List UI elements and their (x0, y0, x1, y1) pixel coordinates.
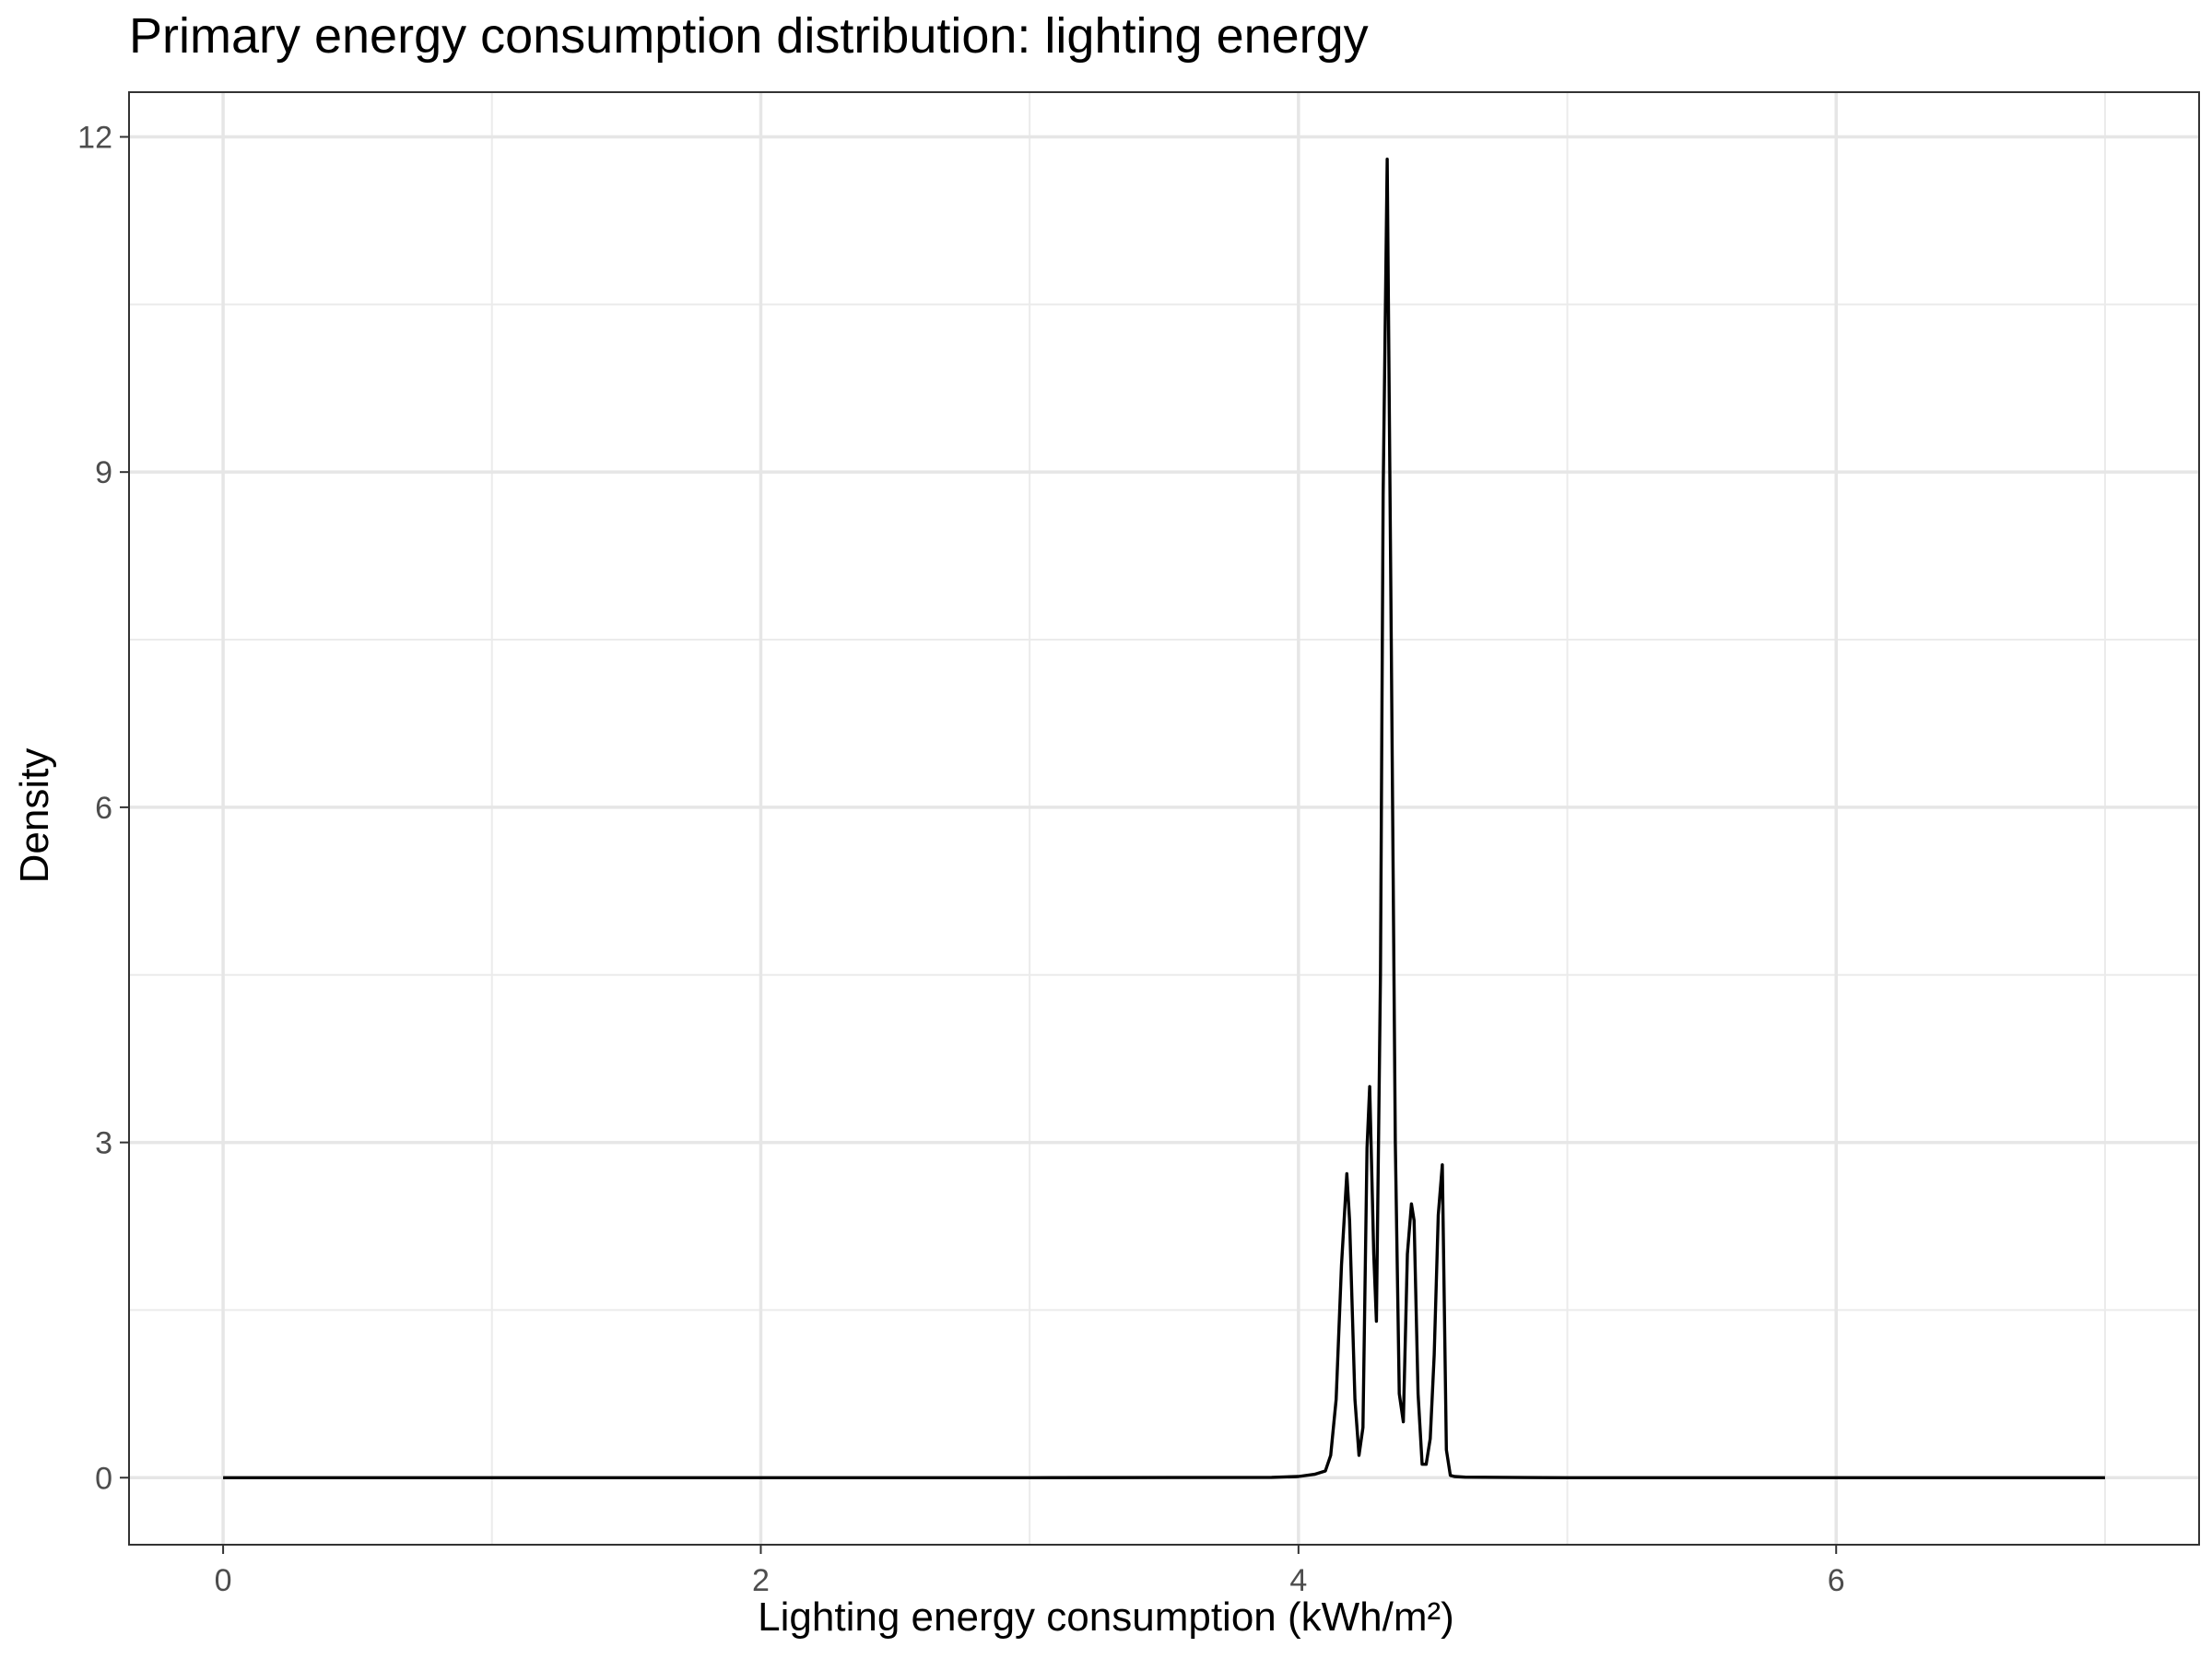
grid (129, 92, 2199, 1545)
axes: 0 2 4 6 0 3 6 9 12 (77, 91, 2200, 1598)
y-tick-label: 3 (95, 1126, 112, 1161)
series-layer (223, 158, 2105, 1479)
x-tick-label: 2 (752, 1563, 770, 1598)
density-line (223, 158, 2105, 1479)
panel-border (128, 91, 2200, 1546)
y-tick-label: 12 (77, 120, 112, 155)
x-tick-label: 4 (1289, 1563, 1307, 1598)
x-tick-label: 6 (1828, 1563, 1845, 1598)
y-tick-label: 9 (95, 455, 112, 490)
y-axis-label: Density (12, 747, 57, 884)
x-tick-label: 0 (215, 1563, 232, 1598)
y-tick-label: 6 (95, 791, 112, 826)
chart-title: Primary energy consumption distribution:… (129, 8, 1369, 64)
y-tick-label: 0 (95, 1461, 112, 1496)
x-axis-label: Lighting energy consumption (kWh/m²) (758, 1594, 1454, 1640)
